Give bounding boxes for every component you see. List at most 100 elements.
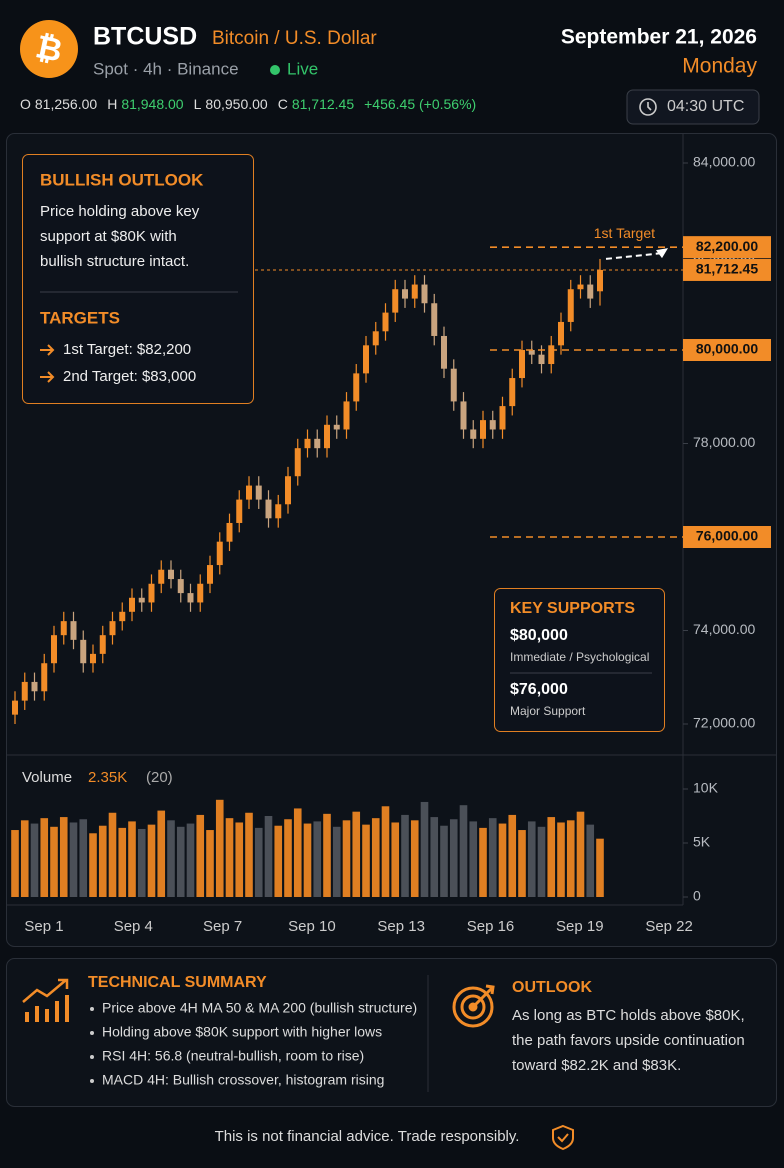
candle-body: [304, 438, 311, 449]
candle-body: [450, 368, 457, 402]
level-label: 81,712.45: [696, 261, 758, 277]
volume-bar: [176, 826, 185, 897]
icon-arrow: [472, 984, 495, 1008]
volume-bar: [108, 812, 117, 897]
candle-body: [392, 289, 399, 313]
icon-ring: [452, 986, 494, 1028]
summary-bullet: Price above 4H MA 50 & MA 200 (bullish s…: [102, 1000, 417, 1016]
volume-bar: [488, 818, 497, 897]
candle-body: [158, 569, 165, 584]
volume-bar: [284, 819, 292, 897]
icon-bar: [25, 1012, 29, 1022]
volume-bar: [596, 838, 604, 897]
volume-bar: [225, 818, 234, 897]
candle-body: [528, 350, 535, 355]
volume-bar: [245, 812, 253, 897]
volume-bar: [459, 805, 468, 897]
y-tick-label: 74,000.00: [693, 621, 755, 637]
bullish-line: bullish structure intact.: [40, 253, 189, 270]
volume-bar: [40, 818, 49, 897]
outlook-title: OUTLOOK: [512, 979, 592, 996]
level-note: 1st Target: [594, 225, 655, 241]
candle-body: [363, 345, 369, 374]
y-tick-label: 5K: [693, 834, 711, 850]
candle-body: [402, 289, 408, 299]
disclaimer: This is not financial advice. Trade resp…: [215, 1128, 520, 1145]
volume-bar: [498, 823, 507, 897]
candle-body: [275, 504, 282, 519]
candle-body: [489, 420, 496, 430]
candle-body: [148, 583, 155, 603]
x-tick-label: Sep 4: [114, 918, 153, 935]
volume-bar: [332, 826, 341, 897]
volume-bar: [566, 820, 575, 897]
candle-body: [538, 354, 545, 365]
volume-bar: [518, 830, 526, 897]
candle-body: [246, 485, 252, 500]
candle-body: [226, 522, 233, 542]
summary-icon: [25, 995, 69, 1022]
volume-bar: [254, 827, 263, 897]
candle-body: [294, 448, 301, 477]
summary-icon-arrow: [22, 978, 69, 1003]
bullet: [90, 1007, 94, 1011]
level-tag: [683, 339, 771, 361]
volume-bar: [527, 821, 536, 897]
supports-title: KEY SUPPORTS: [510, 600, 635, 617]
volume-bar: [59, 817, 68, 897]
candle-body: [314, 438, 321, 449]
level-label: 82,200.00: [696, 238, 758, 254]
volume-bar: [547, 817, 556, 897]
l-value: 80,950.00: [205, 96, 267, 112]
volume-bar: [118, 827, 127, 897]
support-price: $80,000: [510, 627, 568, 644]
y-tick-label: 72,000.00: [693, 715, 755, 731]
change: +456.45 (+0.56%): [364, 96, 476, 112]
volume-bar: [264, 816, 273, 897]
volume-bar: [20, 820, 29, 897]
bullish-box: [22, 154, 254, 404]
x-tick-label: Sep 10: [288, 918, 336, 935]
bullish-title: BULLISH OUTLOOK: [40, 170, 204, 189]
x-tick-label: Sep 13: [377, 918, 425, 935]
ohlc-line: O 81,256.00 H 81,948.00 L 80,950.00 C 81,712.45…: [20, 96, 476, 112]
volume-title: Volume: [22, 769, 72, 786]
candle-body: [460, 401, 467, 430]
icon-bar: [55, 1001, 59, 1022]
candle-body: [168, 569, 174, 580]
volume-bar: [342, 820, 351, 897]
volume-bar: [440, 825, 448, 897]
candle-body: [12, 700, 18, 715]
summary-title: TECHNICAL SUMMARY: [88, 974, 267, 991]
weekday: Monday: [682, 55, 757, 78]
candle-body: [129, 597, 135, 612]
volume-bar: [11, 830, 19, 897]
candle-body: [343, 401, 350, 430]
y-tick-label: 78,000.00: [693, 434, 755, 450]
volume-bar: [235, 822, 244, 897]
time: 04:30 UTC: [667, 98, 744, 115]
support-desc: Major Support: [510, 704, 586, 718]
x-tick-label: Sep 19: [556, 918, 604, 935]
target-arrow: [40, 371, 55, 383]
candle-body: [567, 289, 574, 322]
volume-bar: [537, 826, 546, 897]
candle-body: [411, 284, 418, 299]
candle-body: [255, 485, 262, 500]
candle-body: [499, 406, 506, 430]
candle-body: [372, 331, 379, 346]
candle-body: [41, 663, 48, 692]
volume-bar: [137, 828, 146, 897]
candle-body: [265, 499, 272, 519]
volume-bar: [401, 814, 409, 897]
volume-bar: [362, 824, 370, 897]
outlook-line: toward $82.2K and $83K.: [512, 1057, 681, 1074]
volume-bar: [50, 826, 58, 897]
volume-bar: [381, 806, 390, 897]
bullet: [90, 1055, 94, 1059]
clock-hands: [647, 102, 652, 111]
candle-body: [80, 639, 87, 664]
volume-bar: [167, 820, 175, 897]
candle-body: [480, 420, 486, 439]
